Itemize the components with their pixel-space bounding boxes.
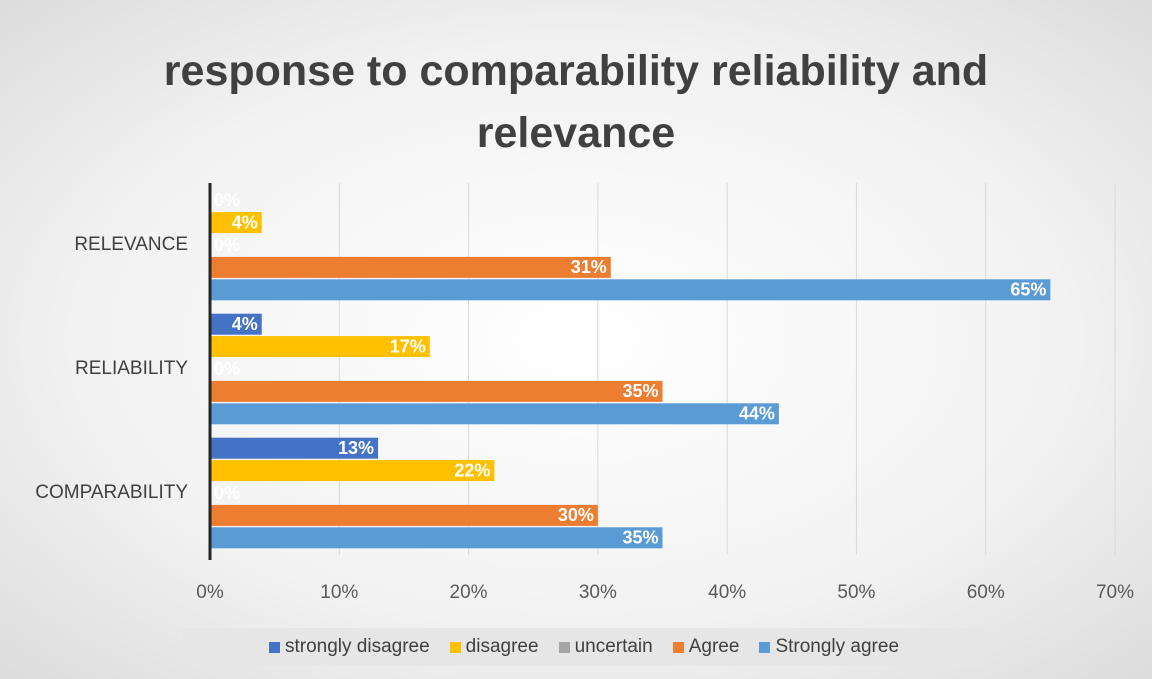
data-label: 4% [232,212,258,232]
bar [210,212,262,234]
x-tick-label: 60% [967,582,1005,603]
data-label: 0% [214,235,240,255]
bar [210,313,262,335]
x-tick-label: 50% [837,582,875,603]
bar [210,403,779,425]
data-label: 0% [214,359,240,379]
x-tick-label: 40% [708,582,746,603]
x-tick-label: 70% [1096,582,1134,603]
data-label: 31% [571,257,607,277]
legend-swatch [449,641,461,653]
bar [210,437,379,459]
x-tick-label: 0% [196,582,224,603]
legend-swatch [672,641,684,653]
data-label: 13% [338,438,374,458]
data-label: 22% [454,460,490,480]
legend-item: disagree [449,636,539,658]
legend-swatch [268,641,280,653]
data-label: 4% [232,314,258,334]
legend-item: uncertain [558,636,653,658]
bar [210,256,611,278]
bar [210,504,598,526]
legend-label: uncertain [574,636,653,657]
legend-item: strongly disagree [268,636,430,658]
data-label: 0% [214,483,240,503]
legend-item: Agree [672,636,740,658]
bar [210,380,663,402]
legend: strongly disagree disagree uncertain Agree S… [183,628,985,666]
data-label: 65% [1010,280,1046,300]
data-label: 30% [558,505,594,525]
legend-label: disagree [465,636,539,657]
legend-label: Agree [688,636,740,657]
data-label: 44% [739,404,775,424]
legend-label: strongly disagree [284,636,430,657]
data-label: 17% [390,336,426,356]
bar [210,460,495,482]
x-tick-label: 10% [320,582,358,603]
data-label: 35% [622,528,658,548]
data-label: 35% [622,381,658,401]
x-tick-label: 20% [450,582,488,603]
legend-swatch [558,641,570,653]
legend-label: Strongly agree [775,636,900,657]
bar [210,527,663,549]
chart-title: response to comparability reliability an… [163,47,989,157]
y-tick-label: RELIABILITY [75,358,188,379]
x-tick-label: 30% [579,582,617,603]
data-label: 0% [214,190,240,210]
bar [210,336,430,358]
bar [210,279,1051,301]
y-tick-label: RELEVANCE [74,234,188,255]
legend-item: Strongly agree [759,636,899,658]
legend-swatch [759,641,771,653]
y-tick-label: COMPARABILITY [35,482,188,503]
